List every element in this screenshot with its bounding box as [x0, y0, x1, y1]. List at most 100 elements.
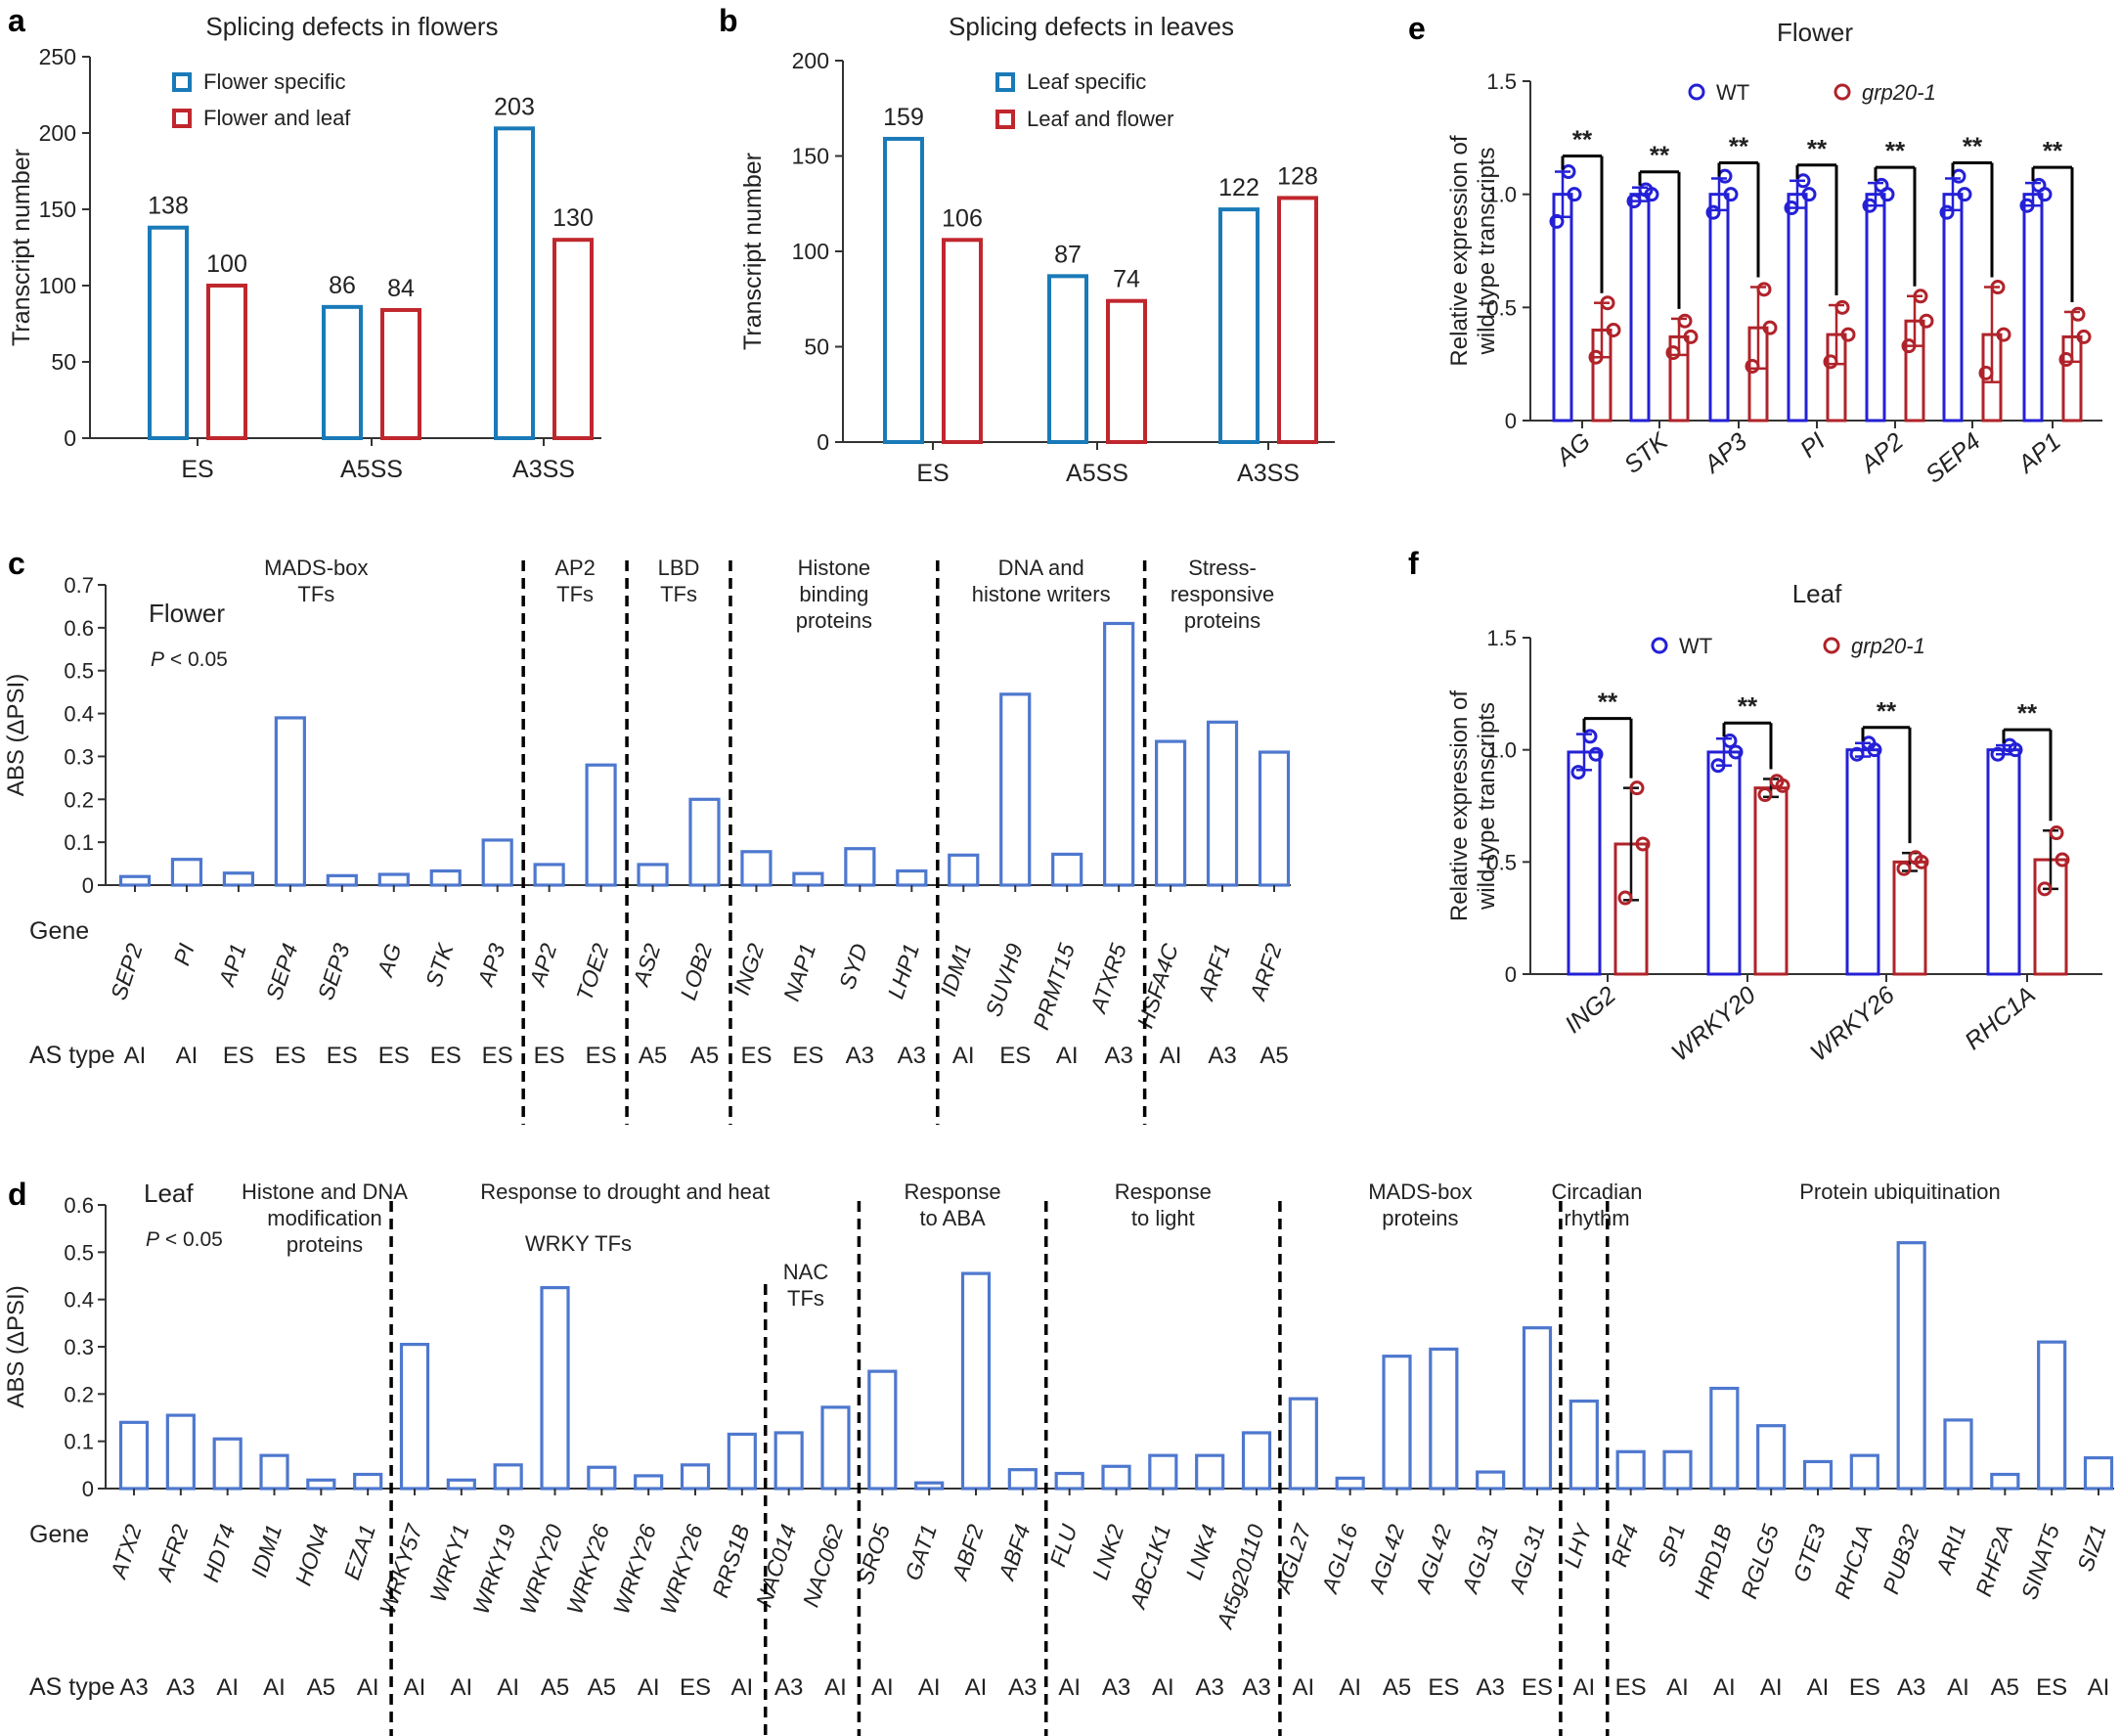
group-label: Stress-responsive proteins: [1171, 556, 1274, 633]
as-type-label: AI: [1056, 1043, 1079, 1069]
y-tick-label: 0.7: [64, 573, 94, 598]
bar: [1148, 1453, 1178, 1491]
panel-f: Leaf 0 0.5 1.0 1.5 Relative expression ofwild…: [1446, 579, 2102, 1067]
gene-label: SYD: [834, 941, 872, 993]
gene-label: GTE3: [1788, 1521, 1830, 1584]
bar: [1986, 748, 2021, 976]
as-type-label: AI: [824, 1674, 847, 1701]
y-tick-label: 0.2: [64, 1382, 94, 1406]
chart-title: Flower: [1777, 18, 1853, 47]
gene-label: SINAT5: [2016, 1521, 2064, 1602]
as-type-label: AI: [952, 1043, 975, 1069]
data-point: [1951, 168, 1966, 184]
bar: [377, 872, 410, 887]
y-tick-label: 0: [82, 1477, 94, 1501]
as-type-label: AI: [1666, 1674, 1689, 1701]
gene-label: AGL27: [1269, 1520, 1316, 1597]
significance-label: **: [1650, 141, 1670, 170]
as-type-label: AI: [357, 1674, 379, 1701]
data-point: [2031, 177, 2047, 193]
as-type-label: AI: [497, 1674, 519, 1701]
data-point: [1849, 746, 1865, 762]
gene-label: SEP3: [313, 940, 355, 1002]
y-tick-label: 100: [39, 273, 76, 298]
bar: [914, 1481, 945, 1491]
gene-label: AGL16: [1316, 1521, 1363, 1597]
bar: [1709, 1386, 1740, 1491]
y-tick-label: 1.0: [1486, 183, 1517, 207]
as-type-label: AI: [1292, 1674, 1314, 1701]
bar: [446, 1478, 476, 1491]
as-type-label: AI: [638, 1674, 660, 1701]
as-type-label: A3: [898, 1043, 926, 1069]
as-type-label: ES: [792, 1043, 823, 1069]
gene-label: AGL31: [1503, 1522, 1549, 1598]
bar: [773, 1431, 804, 1491]
as-type-label: A3: [119, 1674, 148, 1701]
gene-label: ABC1K1: [1124, 1522, 1175, 1614]
gene-label: WRKY19: [467, 1521, 520, 1617]
data-point: [1600, 295, 1615, 311]
chart-title: Splicing defects in flowers: [205, 12, 498, 41]
gene-label: ATX2: [105, 1521, 147, 1582]
y-tick-label: 0.1: [64, 1430, 94, 1454]
data-label: 130: [552, 204, 594, 232]
data-point: [1939, 204, 1955, 220]
as-type-label: AI: [1339, 1674, 1361, 1701]
bar: [1106, 298, 1147, 445]
y-tick-label: 200: [39, 120, 76, 146]
panel-letter-d: d: [8, 1177, 27, 1212]
legend-label: grp20-1: [1851, 634, 1925, 658]
as-type-label: AI: [918, 1674, 941, 1701]
group-label: NAC TFs: [783, 1260, 829, 1311]
bar: [1629, 193, 1651, 423]
supergroup-label: Response to drought and heat: [480, 1180, 770, 1204]
y-tick-label: 0.6: [64, 616, 94, 641]
panel-letter-f: f: [1408, 546, 1419, 581]
gene-row-label: Gene: [29, 1521, 89, 1548]
panel-annotation-title: Leaf: [144, 1179, 194, 1208]
legend-swatch: [172, 109, 192, 128]
legend-label: Flower and leaf: [203, 106, 351, 130]
bar: [429, 868, 462, 887]
as-type-label: ES: [430, 1043, 462, 1069]
as-type-label: A3: [1195, 1674, 1223, 1701]
as-type-label: ES: [275, 1043, 306, 1069]
as-type-label: ES: [999, 1043, 1031, 1069]
as-type-label: A5: [307, 1674, 335, 1701]
legend-swatch: [995, 72, 1015, 92]
data-point: [1913, 289, 1928, 304]
gene-label: RF4: [1606, 1522, 1643, 1570]
bar: [259, 1453, 289, 1491]
data-point: [1717, 168, 1733, 184]
as-type-label: A5: [1383, 1674, 1411, 1701]
gene-label: LNK4: [1180, 1522, 1222, 1583]
y-tick-label: 150: [39, 197, 76, 222]
data-point: [1549, 213, 1565, 229]
significance-label: **: [2017, 698, 2038, 728]
as-type-label: A5: [541, 1674, 569, 1701]
gene-label: IDM1: [246, 1522, 287, 1580]
as-type-row-label: AS type: [29, 1042, 115, 1069]
gene-label: RHF2A: [1970, 1522, 2017, 1600]
data-label: 159: [883, 104, 924, 131]
gene-label: SEP4: [261, 941, 303, 1003]
gene-label: WRKY26: [561, 1521, 614, 1617]
gene-label: LHP1: [883, 941, 925, 1002]
y-tick-label: 0.4: [64, 702, 94, 727]
as-type-label: A5: [639, 1043, 667, 1069]
bar: [1706, 750, 1742, 976]
as-type-label: ES: [327, 1043, 358, 1069]
bar: [1753, 786, 1789, 976]
y-tick-label: 50: [51, 349, 76, 375]
as-type-label: AI: [1058, 1674, 1081, 1701]
bar: [1802, 1459, 1834, 1491]
gene-label: HON4: [290, 1522, 333, 1589]
p-value-annotation: P < 0.05: [151, 648, 228, 671]
gene-label: ARF1: [1192, 941, 1235, 1005]
data-label: 86: [329, 272, 356, 299]
gene-label: TOE2: [571, 940, 613, 1003]
bar: [1942, 193, 1964, 423]
p-value-annotation: P < 0.05: [146, 1228, 223, 1251]
chart-title: Leaf: [1792, 579, 1842, 608]
